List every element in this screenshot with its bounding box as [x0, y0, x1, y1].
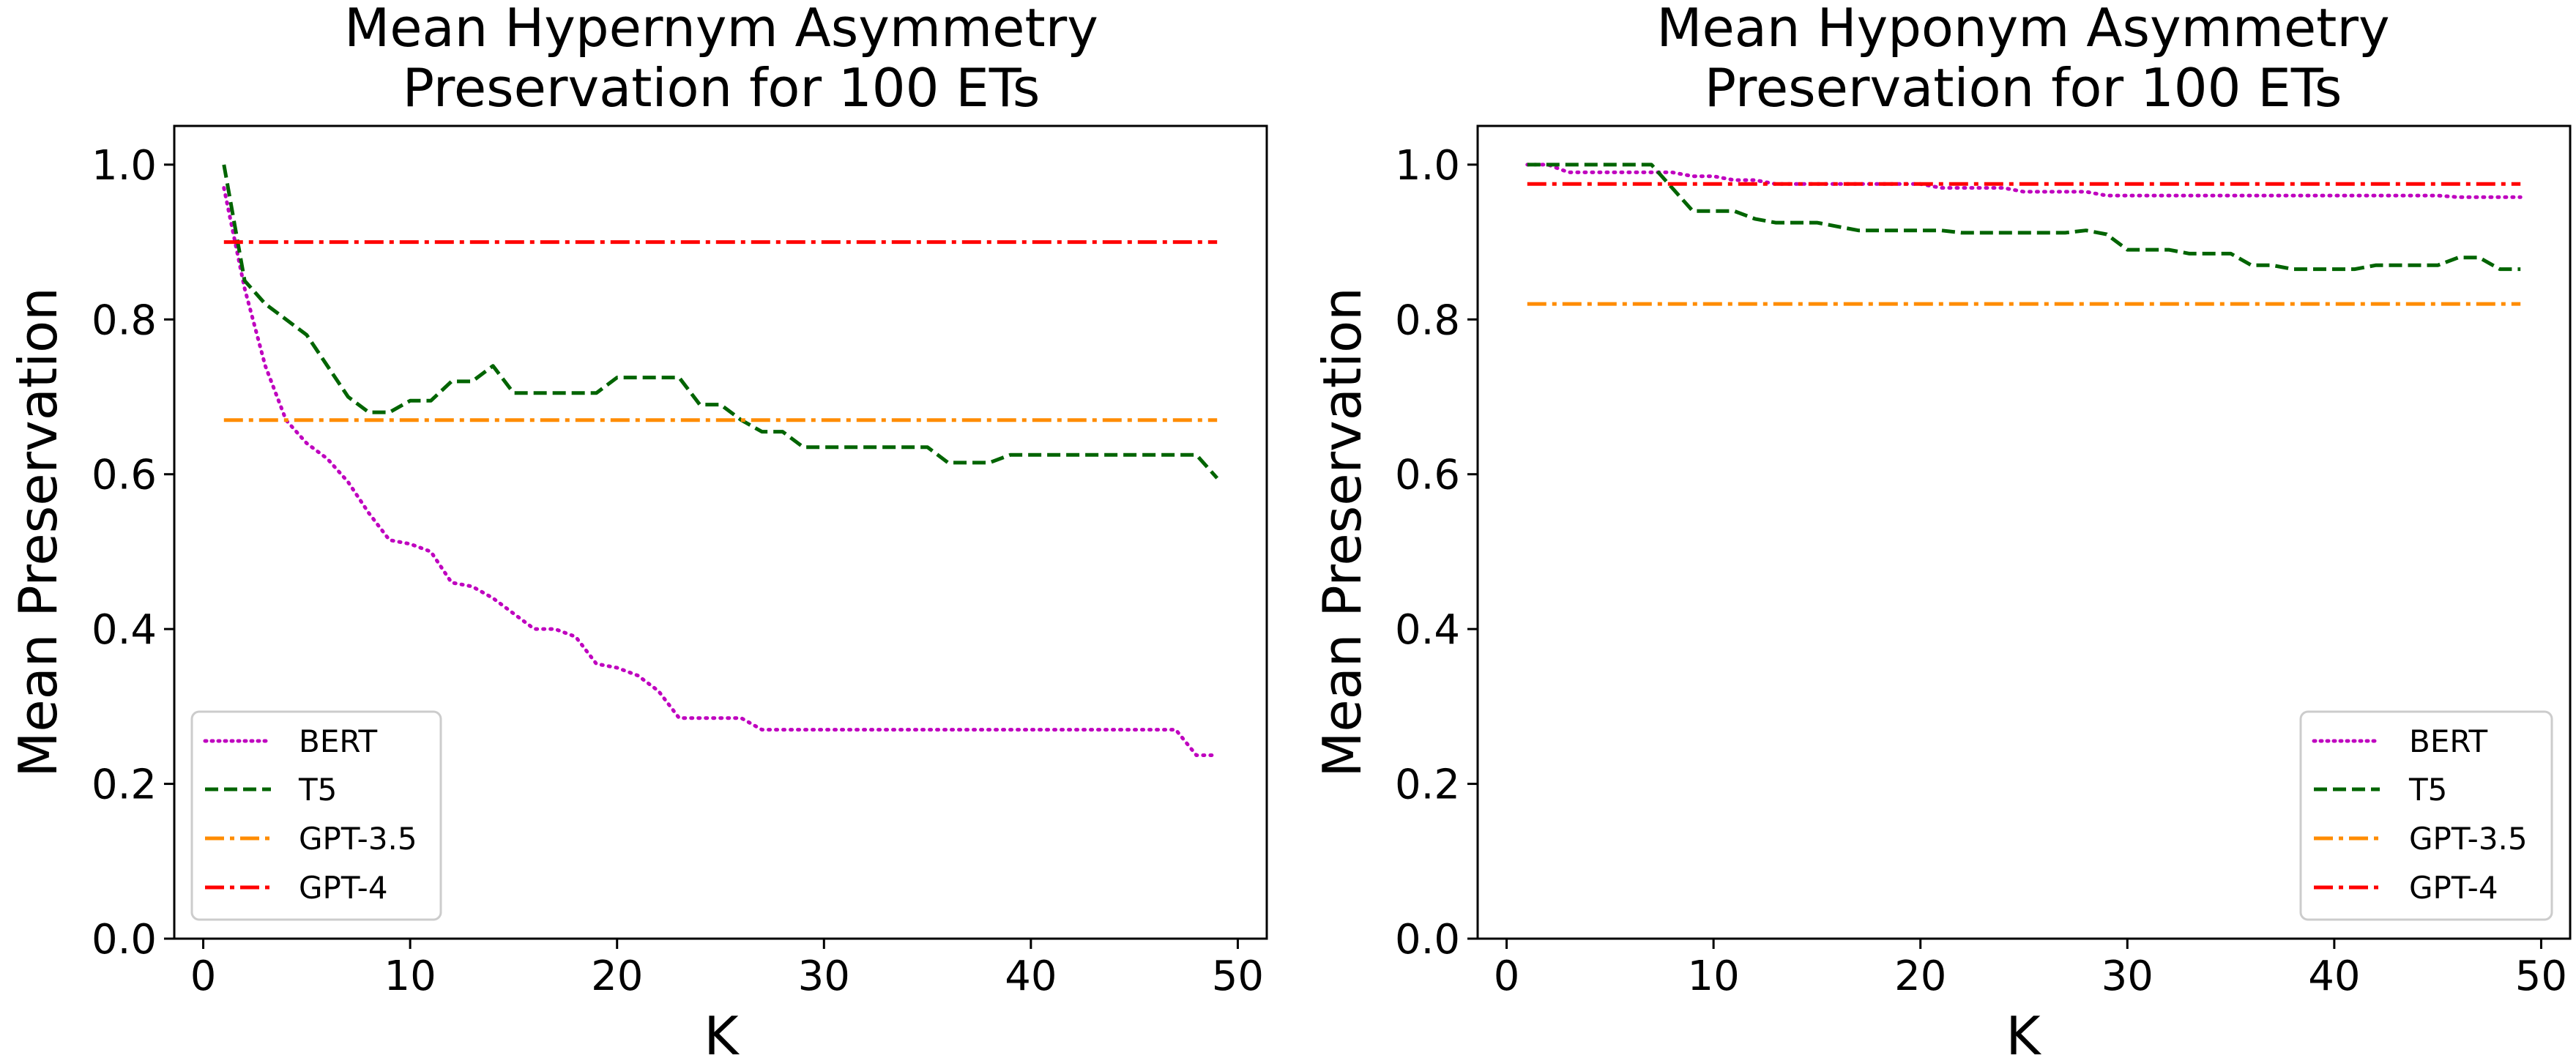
x-tick-label: 50: [1212, 953, 1264, 1000]
legend-label-gpt4: GPT-4: [2409, 870, 2498, 906]
plot-frame: [1476, 124, 2572, 940]
series-line-bert: [222, 186, 1219, 757]
x-tick-label: 20: [591, 953, 643, 1000]
legend-label-t5: T5: [2408, 772, 2447, 808]
legend-label-gpt4: GPT-4: [299, 870, 388, 906]
legend-box: [190, 710, 442, 921]
y-axis-label: Mean Preservation: [1311, 287, 1373, 778]
x-tick-label: 20: [1894, 953, 1946, 1000]
x-tick-label: 10: [384, 953, 436, 1000]
plot-frame: [173, 124, 1268, 940]
series-group: [222, 164, 1219, 757]
x-tick-label: 50: [2515, 953, 2567, 1000]
ticks-group: 0 10 20 30 40 50 0.0 0.2 0.4 0.6 0.8 1.0: [92, 142, 1264, 1000]
y-tick-label: 1.0: [92, 142, 157, 190]
y-tick-label: 0.8: [92, 297, 157, 344]
chart-title-line2: Preservation for 100 ETs: [403, 57, 1041, 119]
y-tick-label: 0.2: [1395, 761, 1460, 809]
x-tick-label: 30: [798, 953, 850, 1000]
x-axis-label: K: [2006, 1005, 2041, 1058]
chart-title-line1: Mean Hypernym Asymmetry: [344, 0, 1098, 59]
y-tick-label: 0.6: [1395, 452, 1460, 499]
hyponym-chart: Mean Hyponym Asymmetry Preservation for …: [1311, 0, 2572, 1058]
y-tick-label: 0.0: [1395, 916, 1460, 964]
y-tick-label: 1.0: [1395, 142, 1460, 190]
x-tick-label: 10: [1688, 953, 1740, 1000]
hypernym-chart: Mean Hypernym Asymmetry Preservation for…: [7, 0, 1268, 1058]
x-axis-label: K: [704, 1005, 740, 1058]
x-tick-label: 30: [2102, 953, 2154, 1000]
series-line-t5: [1527, 163, 2521, 272]
y-tick-label: 0.4: [92, 606, 157, 654]
x-tick-label: 40: [1005, 953, 1057, 1000]
x-tick-label: 0: [190, 953, 217, 1000]
legend: BERT T5 GPT-3.5 GPT-4: [190, 710, 442, 921]
chart-title-line1: Mean Hyponym Asymmetry: [1656, 0, 2389, 59]
legend-label-bert: BERT: [299, 723, 377, 759]
x-tick-label: 0: [1494, 953, 1520, 1000]
y-tick-label: 0.4: [1395, 606, 1460, 654]
y-tick-label: 0.8: [1395, 297, 1460, 344]
legend-label-gpt35: GPT-3.5: [2409, 821, 2528, 857]
series-line-bert: [1525, 163, 2523, 199]
legend-label-bert: BERT: [2409, 723, 2487, 759]
series-group: [1525, 163, 2523, 306]
chart-title-line2: Preservation for 100 ETs: [1705, 57, 2342, 119]
y-tick-label: 0.2: [92, 761, 157, 809]
x-tick-label: 40: [2308, 953, 2360, 1000]
y-axis-label: Mean Preservation: [7, 287, 69, 778]
legend-box: [2299, 710, 2553, 921]
legend-label-gpt35: GPT-3.5: [299, 821, 417, 857]
ticks-group: 0 10 20 30 40 50 0.0 0.2 0.4 0.6 0.8 1.0: [1395, 142, 2567, 1000]
series-line-t5: [222, 164, 1219, 480]
legend-label-t5: T5: [298, 772, 337, 808]
legend: BERT T5 GPT-3.5 GPT-4: [2299, 710, 2553, 921]
y-tick-label: 0.6: [92, 452, 157, 499]
y-tick-label: 0.0: [92, 916, 157, 964]
